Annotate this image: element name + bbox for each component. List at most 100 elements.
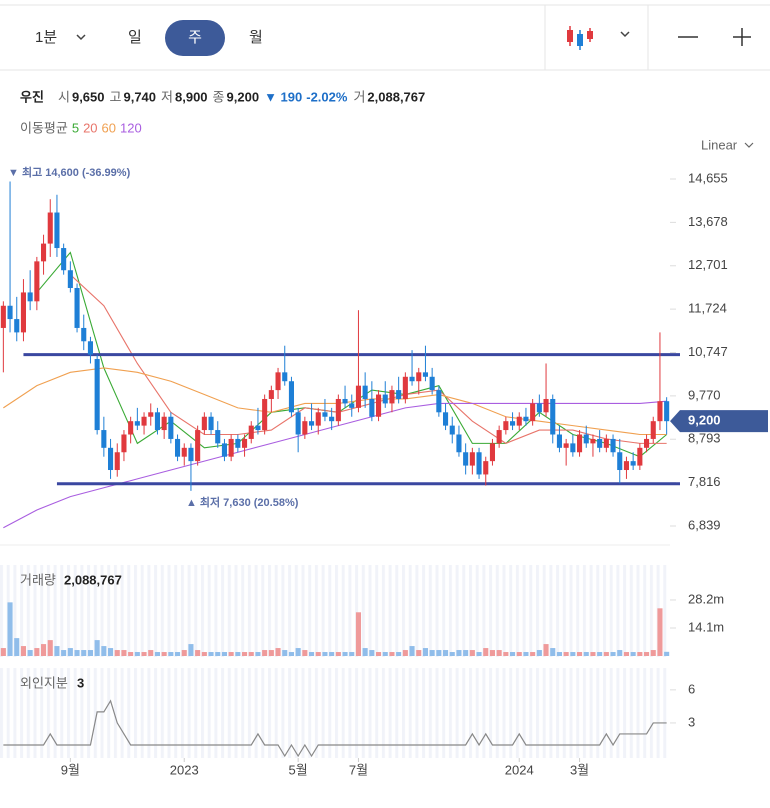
candle-body xyxy=(61,248,67,271)
candle-body xyxy=(154,412,160,431)
volume-bar xyxy=(329,652,335,656)
x-tick-label: 9월 xyxy=(61,762,80,777)
volume-bar xyxy=(577,652,583,656)
volume-bar xyxy=(503,652,509,656)
volume-bar xyxy=(342,652,348,656)
chart-type-icon[interactable] xyxy=(567,26,593,50)
candle-body xyxy=(288,381,294,413)
tab[interactable]: 월 xyxy=(249,29,263,46)
candle-body xyxy=(369,398,375,417)
volume-bar xyxy=(429,650,435,656)
candle-body xyxy=(282,372,288,382)
candle-body xyxy=(623,461,629,471)
volume-bar xyxy=(597,652,603,656)
y-tick-label: 12,701 xyxy=(688,257,728,272)
candle-body xyxy=(650,421,656,439)
candle-body xyxy=(208,416,214,431)
volume-bar xyxy=(47,640,53,656)
volume-bar xyxy=(268,650,274,656)
volume-bar xyxy=(114,650,120,656)
volume-bar xyxy=(355,612,361,656)
y-tick-label: 14.1m xyxy=(688,619,724,634)
volume-bar xyxy=(248,652,254,656)
volume-bar xyxy=(175,652,181,656)
ma-legend-title: 이동평균 xyxy=(20,120,68,135)
volume-bar xyxy=(530,652,536,656)
volume-bar xyxy=(610,652,616,656)
volume-bar xyxy=(496,650,502,656)
candle-body xyxy=(248,425,254,439)
tab-selected[interactable] xyxy=(165,20,225,56)
candle-body xyxy=(409,376,415,382)
scale-label[interactable]: Linear xyxy=(701,137,738,152)
candle-body xyxy=(664,401,670,422)
quote-value: 8,900 xyxy=(175,89,208,104)
candle-body xyxy=(201,416,207,431)
candle-body xyxy=(382,394,388,404)
candle-body xyxy=(530,403,536,422)
candle-body xyxy=(556,434,562,448)
volume-bar xyxy=(637,652,643,656)
candle-body xyxy=(228,438,234,457)
candle-body xyxy=(422,372,428,377)
candle-body xyxy=(610,438,616,453)
dropdown-icon[interactable] xyxy=(76,34,86,41)
candle-body xyxy=(389,390,395,404)
volume-bar xyxy=(188,644,194,656)
candle-body xyxy=(637,447,643,466)
candle-body xyxy=(94,359,100,431)
volume-bar xyxy=(322,652,328,656)
candle-body xyxy=(583,434,589,444)
tab[interactable]: 1분 xyxy=(35,29,57,46)
y-tick-label: 28.2m xyxy=(688,591,724,606)
volume-bar xyxy=(657,608,663,656)
volume-bar xyxy=(0,648,6,656)
candle-body xyxy=(503,421,509,431)
ma-legend-item: 60 xyxy=(102,120,116,135)
tab[interactable]: 일 xyxy=(128,29,142,46)
candle-body xyxy=(550,398,556,435)
quote-label: 거 xyxy=(353,89,365,104)
volume-bar xyxy=(221,652,227,656)
candle-body xyxy=(255,425,261,431)
zoom-in[interactable] xyxy=(733,28,751,46)
volume-bar xyxy=(235,652,241,656)
volume-bar xyxy=(81,650,87,656)
candle-body xyxy=(275,372,281,391)
candle-body xyxy=(302,421,308,435)
volume-bar xyxy=(121,650,127,656)
candle-body xyxy=(47,212,53,244)
volume-bar xyxy=(536,650,542,656)
volume-bar xyxy=(288,652,294,656)
y-tick-label: 13,678 xyxy=(688,214,728,229)
volume-bar xyxy=(67,648,73,656)
volume-bar xyxy=(349,652,355,656)
candle-body xyxy=(563,443,569,448)
volume-bar xyxy=(416,650,422,656)
y-tick-label: 14,655 xyxy=(688,170,728,185)
dropdown-icon[interactable] xyxy=(620,31,630,38)
volume-bar xyxy=(148,650,154,656)
volume-bar xyxy=(34,648,40,656)
x-tick-label: 5월 xyxy=(289,762,308,777)
y-tick-label: 3 xyxy=(688,714,695,729)
volume-bar xyxy=(295,648,301,656)
candle-body xyxy=(188,447,194,462)
volume-bar xyxy=(523,652,529,656)
candle-body xyxy=(175,438,181,457)
dropdown-icon[interactable] xyxy=(744,142,754,148)
tab[interactable]: 주 xyxy=(188,29,202,46)
candle-body xyxy=(396,390,402,399)
change-pct: -2.02% xyxy=(306,89,348,104)
candle-body xyxy=(221,443,227,457)
candle-body xyxy=(309,421,315,426)
quote-label: 저 xyxy=(161,89,173,104)
candle-body xyxy=(449,425,455,435)
volume-bar xyxy=(154,652,160,656)
candle-body xyxy=(7,305,13,320)
volume-bar xyxy=(516,652,522,656)
quote-value: 9,650 xyxy=(72,89,105,104)
quote-label: 시 xyxy=(58,89,70,104)
candle-body xyxy=(315,412,321,426)
